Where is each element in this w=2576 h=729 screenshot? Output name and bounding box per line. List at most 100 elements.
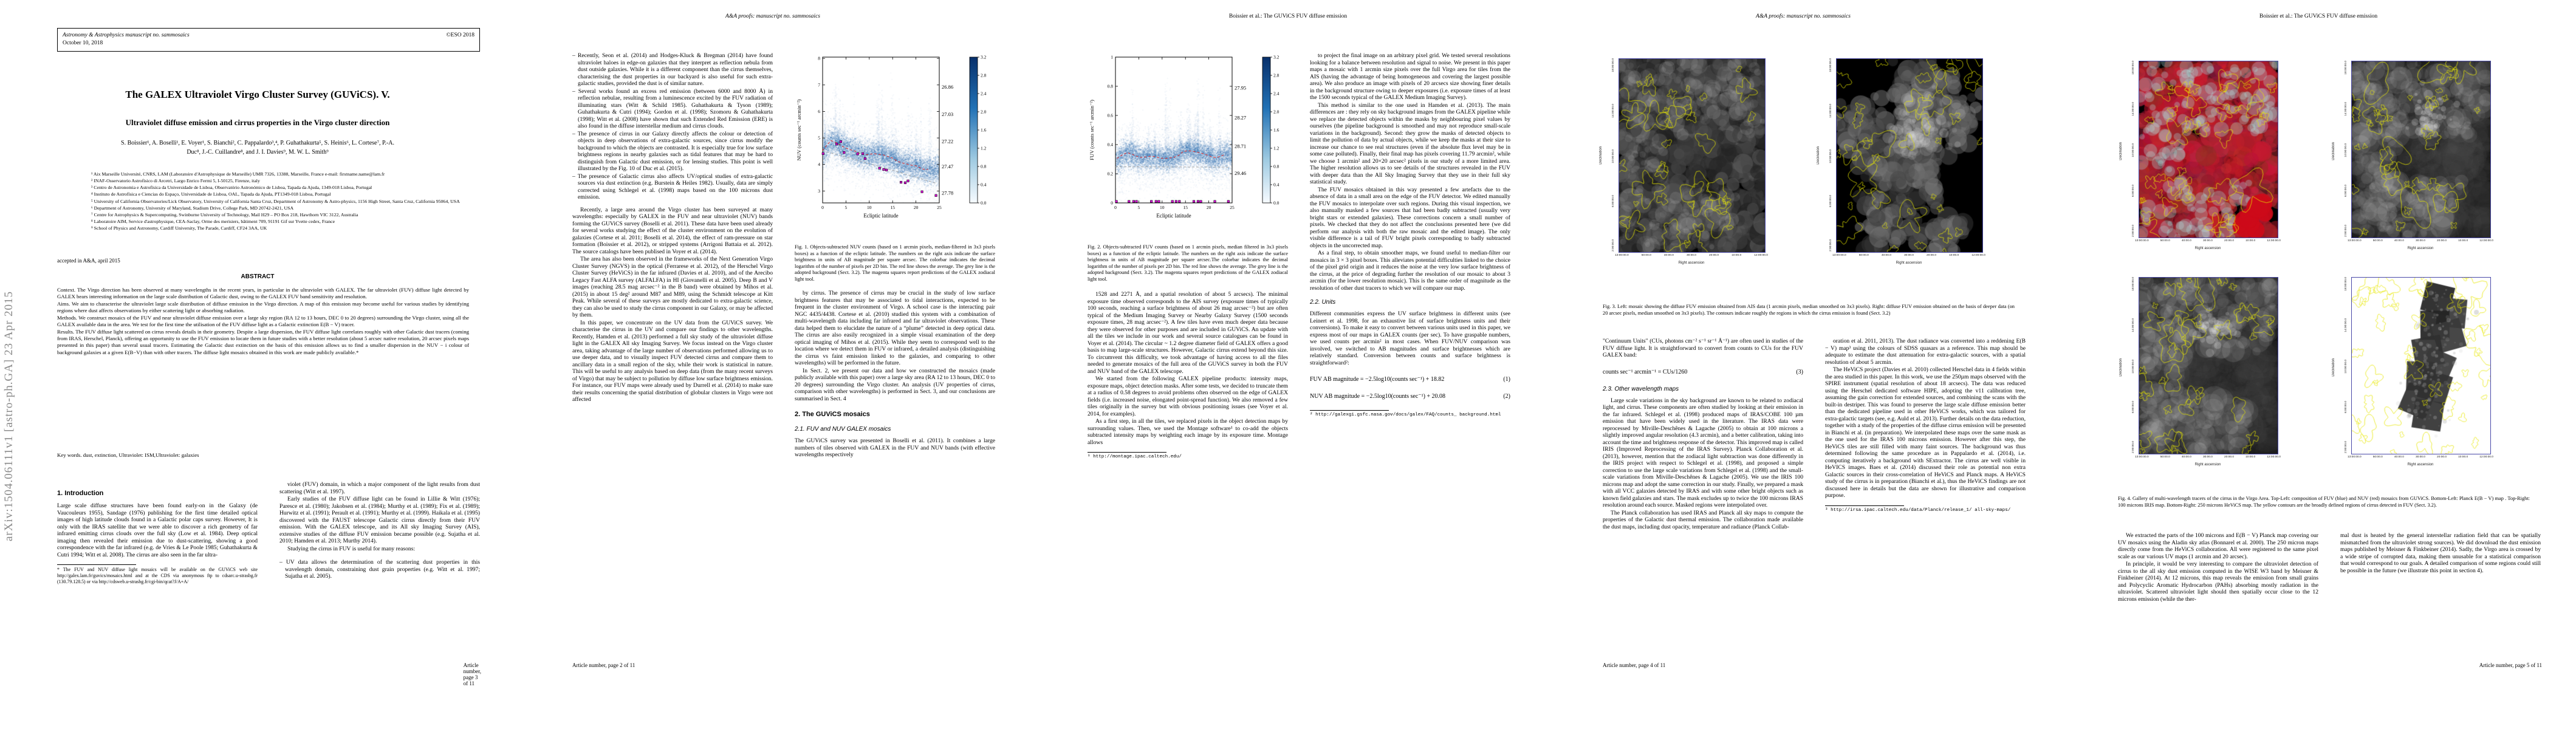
footnote-1-montage-url[interactable]: ¹ http://montage.ipac.caltech.edu/ [1088,454,1182,459]
declination-tick: 6:00:00.0 [2344,401,2348,414]
intro-paragraphs: Large scale diffuse structures have been… [57,502,258,558]
intro-continued-item: Early studies of the FUV diffuse light c… [279,496,480,544]
right-ascension-tick: 50:00.0 [2160,456,2170,459]
infrared-maps-paragraphs-item: Large scale variations in the sky backgr… [1603,397,1803,509]
declination-tick: 10:00:00.0 [2131,143,2135,157]
declination-tick: 14:00:00.0 [2131,318,2135,332]
right-ascension-axis-label: Right ascension [2407,247,2434,250]
declination-tick-labels: 18:00:00.0 14:00:00.0 10:00:00.0 6:00:00.0 2… [2130,61,2136,237]
affiliation-list-item: ² INAF-Osservatorio Astrofisico di Arcet… [91,178,260,184]
section-2-3-heading: 2.3. Other wavelength maps [1603,385,1679,392]
abstract-text-item: Context. The Virgo direction has been ob… [57,287,469,300]
right-ascension-tick: 10:00.0 [1732,254,1742,257]
declination-axis-label: Declination [2119,142,2123,160]
right-ascension-tick: 30:00.0 [1903,254,1914,257]
section-2-1-heading: 2.1. FUV and NUV GALEX mosaics [795,426,891,433]
right-ascension-tick: 10:00.0 [2245,239,2256,242]
right-ascension-tick: 40:00.0 [1663,254,1674,257]
accepted-note: accepted in A&A, april 2015 [57,258,120,264]
page3-right-column: to project the final image on an arbitra… [1310,52,1510,418]
planck-hevics-paragraphs-item: The HeViCS project (Davies et al. 2010) … [1825,366,2026,499]
equation-1-number: (1) [1503,376,1510,383]
figure-4-caption: Fig. 4. Gallery of multi-wavelength trac… [2118,496,2530,508]
svg-text:7: 7 [818,82,820,87]
footnote-rule [1825,505,1904,506]
figure-3-caption: Fig. 3. Left: mosaic showing the diffuse… [1603,304,2015,316]
mosaic-construction-item: 1528 and 2271 Å, and a spatial resolutio… [1088,291,1288,375]
abstract-text-item: Methods. We construct mosaics of the FUV… [57,314,469,328]
svg-text:27.95: 27.95 [1235,84,1246,91]
svg-text:0: 0 [1114,205,1117,210]
right-ascension-tick: 10:00.0 [2245,456,2256,459]
cirrus-bullets-item: – Recently, Seon et al. (2014) and Hodge… [572,52,773,87]
page4-left-column: "Continuum Units" (CUs, photons cm⁻² s⁻¹… [1603,338,1803,531]
page5-footer: Article number, page 5 of 11 [2479,662,2542,668]
intro-paragraphs-item: Large scale diffuse structures have been… [57,502,258,558]
right-ascension-tick: 12:00:00.0 [1971,254,1985,257]
page3-footer: Article number, page 3 of 11 [463,662,482,686]
declination-tick: 14:00:00.0 [2344,318,2348,332]
declination-tick-labels: 18:00:00.0 14:00:00.0 10:00:00.0 6:00:00.0 2… [2130,277,2136,453]
declination-tick: 10:00:00.0 [1829,149,1832,163]
page-5: Boissier et al.: The GUViCS FUV diffuse … [2061,0,2576,729]
right-ascension-tick-labels: 13:00:00.0 50:00.0 40:00.0 30:00.0 20:00.0 10… [1615,254,1768,257]
manuscript-date: October 10, 2018 [63,39,103,46]
right-ascension-tick: 50:00.0 [2160,239,2170,242]
affiliation-list-item: ³ Centro de Astronomia e Astrofísica da … [91,185,372,191]
svg-text:1.6: 1.6 [1273,128,1279,133]
right-ascension-tick-labels: 13:00:00.0 50:00.0 40:00.0 30:00.0 20:00.0 10… [2135,456,2281,459]
svg-text:2.4: 2.4 [981,91,987,97]
right-ascension-tick: 30:00.0 [2415,239,2425,242]
right-ascension-tick: 30:00.0 [1686,254,1696,257]
right-ascension-axis-label: Right ascension [2194,247,2221,250]
right-ascension-tick: 13:00:00.0 [1832,254,1846,257]
abstract-text-item: Results. The FUV diffuse light scattered… [57,328,469,355]
right-ascension-axis-label: Right ascension [1678,261,1705,265]
continuum-units-paragraph-item: "Continuum Units" (CUs, photons cm⁻² s⁻¹… [1603,338,1803,358]
footnote-rule [57,564,136,566]
declination-tick: 6:00:00.0 [2344,185,2348,197]
svg-text:2.0: 2.0 [981,109,987,115]
footnote-3-planck-url[interactable]: ³ http://irsa.ipac.caltech.edu/data/Plan… [1825,507,2011,513]
svg-text:1.2: 1.2 [981,146,987,151]
running-head: A&A proofs: manuscript no. sammosaics [725,13,820,19]
declination-tick: 18:00:00.0 [2131,277,2135,291]
author-list: S. Boissier¹, A. Boselli¹, E. Voyer¹, S.… [43,139,473,157]
figure-4-top-left-uv-composite: 18:00:00.0 14:00:00.0 10:00:00.0 6:00:00.0 2… [2114,58,2290,267]
affiliation-list-item: ⁵ University of California Observatories… [91,198,460,204]
equation-2: NUV AB magnitude = −2.5log10(counts sec⁻… [1310,393,1510,400]
keywords-line: Key words. dust, extinction, Ultraviolet… [57,452,199,458]
page-1: arXiv:1504.06111v1 [astro-ph.GA] 23 Apr … [0,0,515,729]
footnote-star[interactable]: * The FUV and NUV diffuse light mosaics … [57,567,258,584]
density-cloud [823,57,939,203]
wise-discussion-paragraph: mal dust is heated by the general inters… [2340,532,2541,574]
svg-text:0: 0 [1111,200,1113,206]
right-ascension-tick: 13:00:00.0 [1615,254,1629,257]
page1-left-column: 1. Introduction Large scale diffuse stru… [57,481,258,585]
declination-tick: 6:00:00.0 [2131,401,2135,414]
survey-paragraphs: Recently, a large area around the Virgo … [572,207,773,403]
cirrus-discussion: by cirrus. The presence of cirrus may be… [795,290,995,402]
declination-tick: 6:00:00.0 [1611,195,1615,208]
right-ascension-tick: 12:00:00.0 [2267,456,2281,459]
mosaic-construction: 1528 and 2271 Å, and a spatial resolutio… [1088,291,1288,446]
right-ascension-tick: 12:00:00.0 [2479,239,2493,242]
wise-discussion-paragraph-item: mal dust is heated by the general inters… [2340,532,2541,574]
footnote-2-galex-url[interactable]: ² http://galexgi.gsfc.nasa.gov/docs/gale… [1310,412,1501,417]
right-ascension-tick: 10:00.0 [2458,239,2468,242]
affiliation-list-item: ⁷ Centre for Astrophysics & Supercomputi… [91,211,358,217]
svg-text:27.22: 27.22 [942,138,953,144]
right-ascension-tick: 13:00:00.0 [2348,239,2362,242]
svg-text:3.2: 3.2 [1273,55,1279,60]
declination-axis-label: Declination [2332,142,2335,160]
right-ascension-tick: 50:00.0 [1641,254,1651,257]
intro-continued-item: Studying the cirrus in FUV is useful for… [287,545,416,552]
arxiv-identifier-sidebar: arXiv:1504.06111v1 [astro-ph.GA] 23 Apr … [2,291,15,541]
svg-text:1: 1 [1111,55,1113,60]
sky-map-image [2139,277,2278,454]
svg-text:Ecliptic latitude: Ecliptic latitude [863,213,898,219]
declination-axis-label: Declination [1599,146,1603,165]
infrared-maps-paragraphs: Large scale variations in the sky backgr… [1603,397,1803,531]
svg-text:27.78: 27.78 [942,190,953,196]
right-ascension-tick: 20:00.0 [1709,254,1719,257]
